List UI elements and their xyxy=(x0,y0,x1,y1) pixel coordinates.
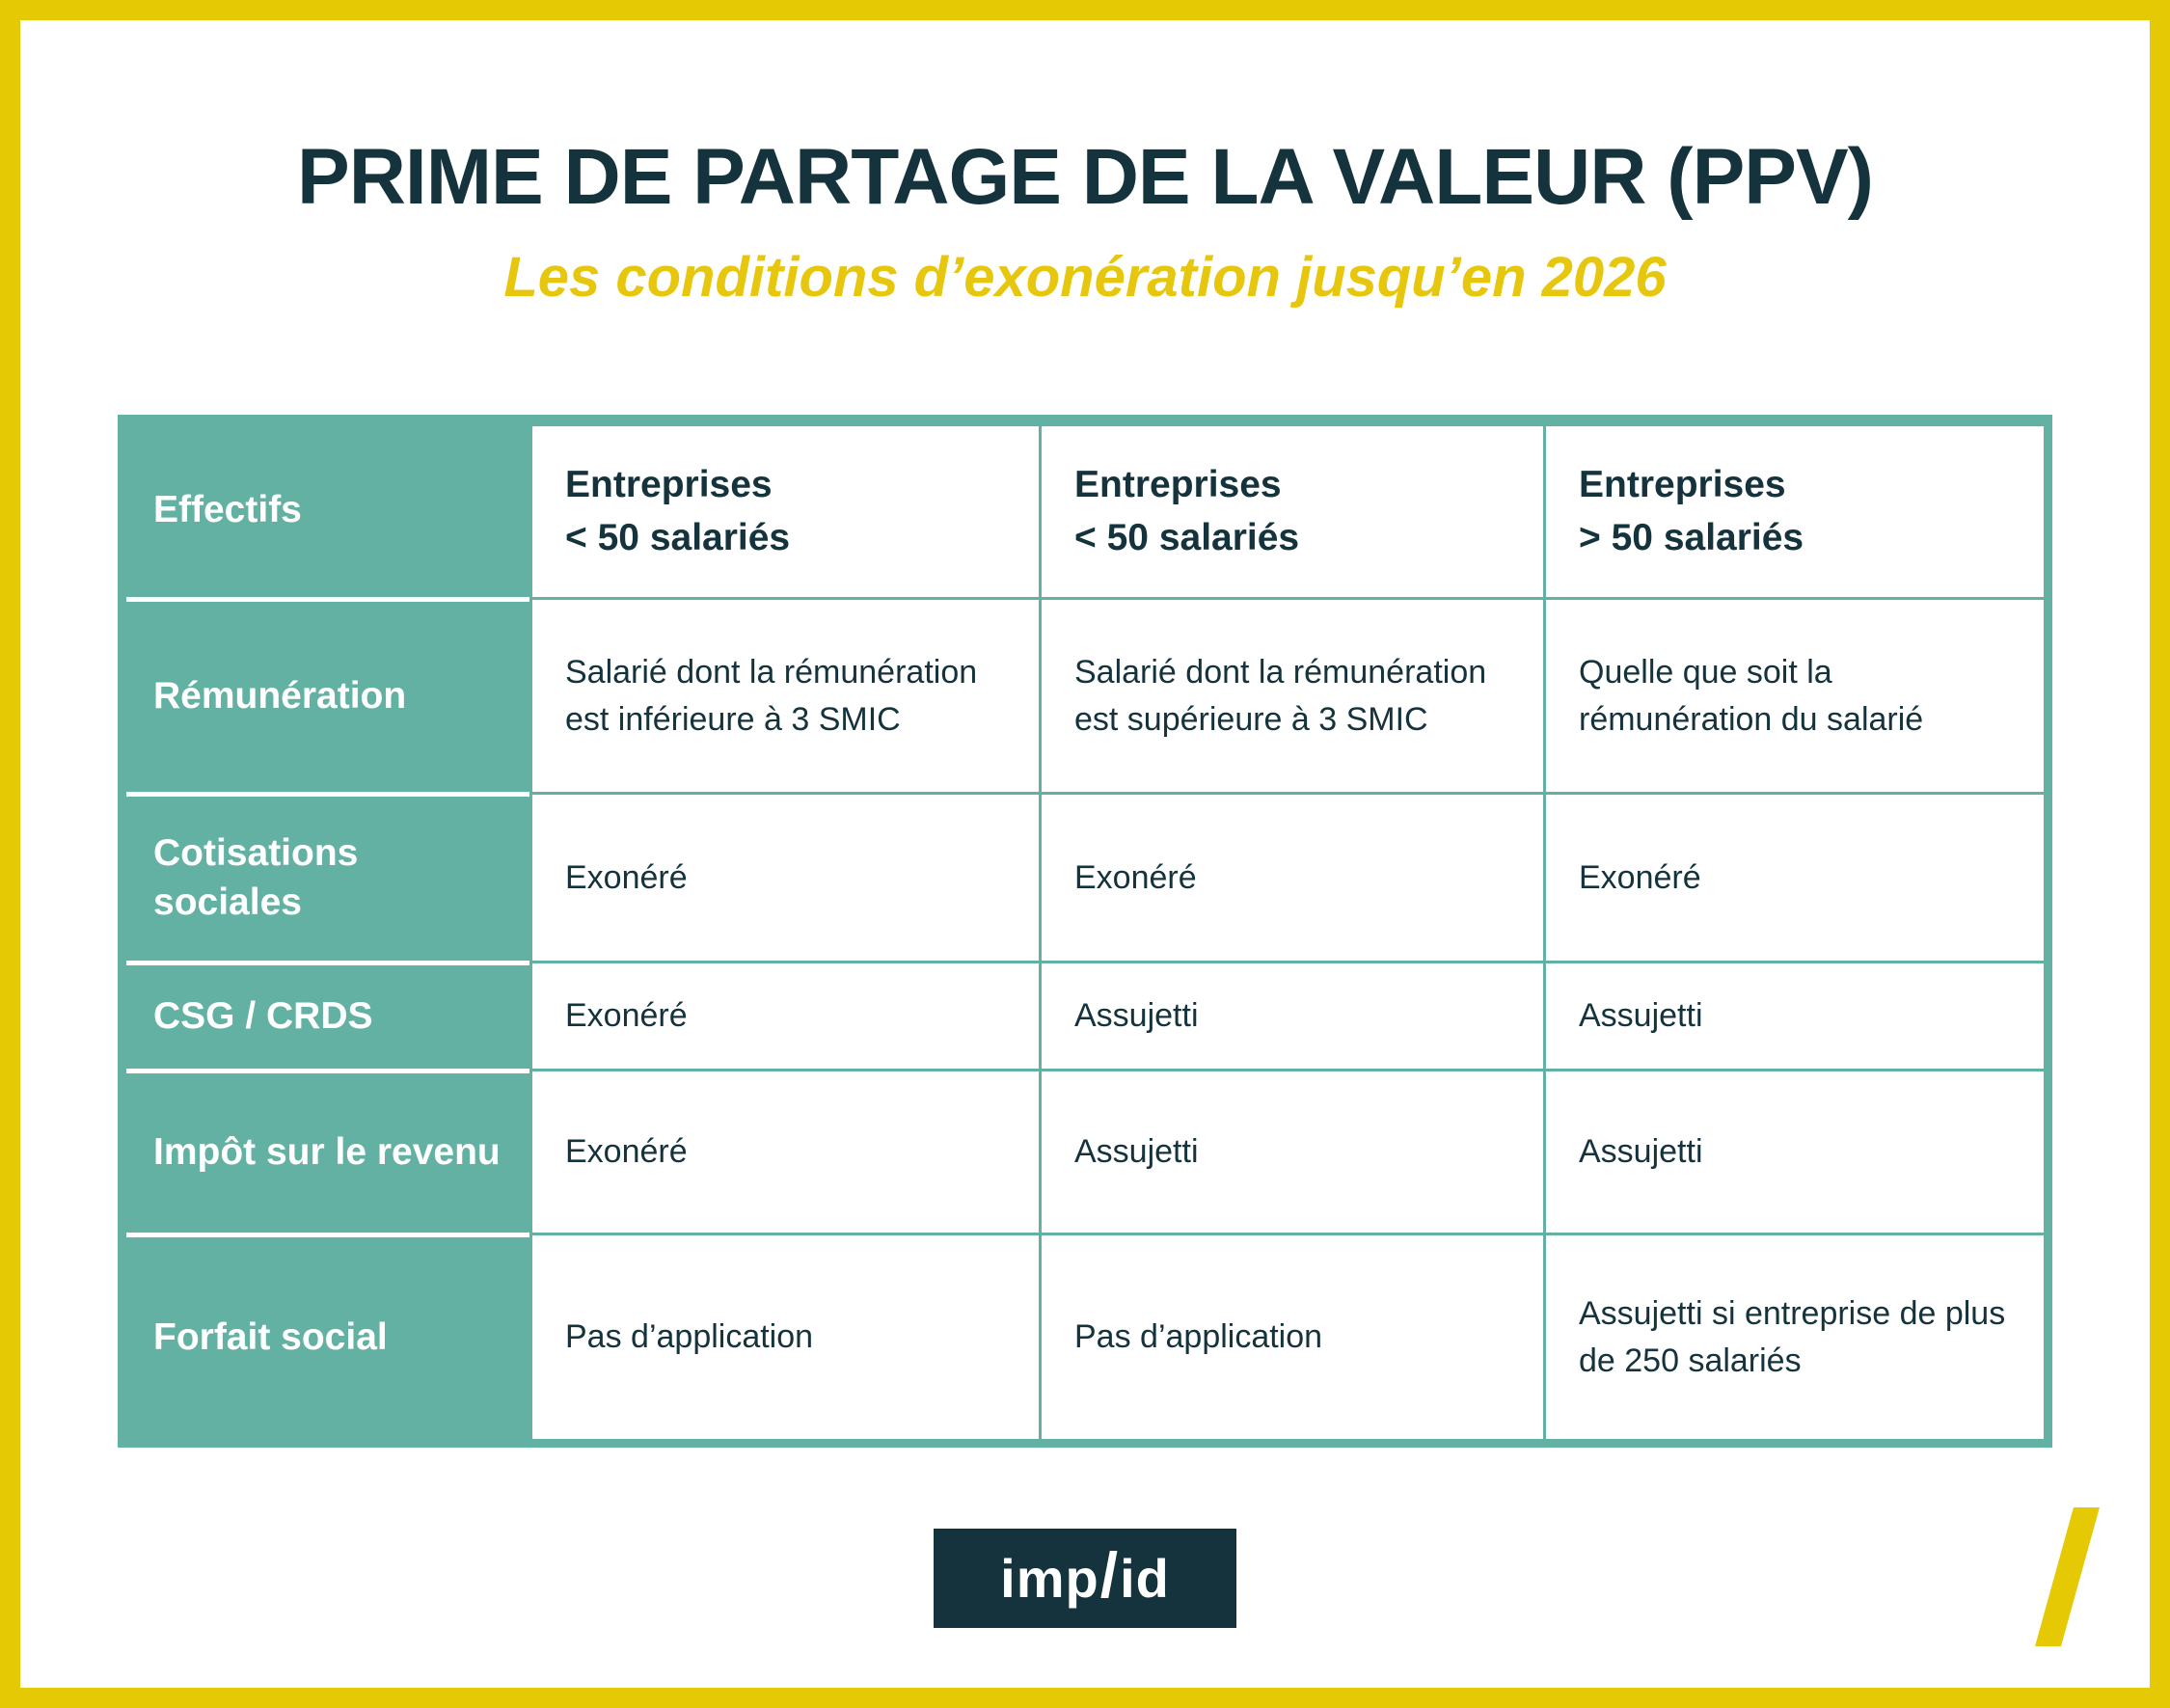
page-title: PRIME DE PARTAGE DE LA VALEUR (PPV) xyxy=(297,133,1874,221)
table-corner-label: Effectifs xyxy=(153,488,302,530)
implid-logo-text-imp: imp xyxy=(1000,1548,1099,1609)
cell-remuneration-col2: Salarié dont la rémunération est supérie… xyxy=(1039,597,1543,792)
implid-logo-text-id: id xyxy=(1120,1548,1170,1609)
cell-csg-col1: Exonéré xyxy=(529,961,1039,1069)
row-label-csg-crds: CSG / CRDS xyxy=(126,961,529,1069)
cell-remuneration-col3: Quelle que soit la rémunération du salar… xyxy=(1543,597,2044,792)
column-header-entreprises-gt50: Entreprises > 50 salariés xyxy=(1543,423,2044,597)
cell-remuneration-col1: Salarié dont la rémunération est inférie… xyxy=(529,597,1039,792)
implid-logo: imp / id xyxy=(934,1529,1236,1628)
cell-csg-col2: Assujetti xyxy=(1039,961,1543,1069)
row-label-forfait-social: Forfait social xyxy=(126,1233,529,1439)
column-header-entreprises-lt50-b: Entreprises < 50 salariés xyxy=(1039,423,1543,597)
header: PRIME DE PARTAGE DE LA VALEUR (PPV) Les … xyxy=(20,133,2150,311)
cell-forfait-col3: Assujetti si entreprise de plus de 250 s… xyxy=(1543,1233,2044,1439)
cell-forfait-col2: Pas d’application xyxy=(1039,1233,1543,1439)
row-label-impot-revenu: Impôt sur le revenu xyxy=(126,1069,529,1233)
row-label-cotisations-sociales: Cotisations sociales xyxy=(126,792,529,961)
implid-logo-slash: / xyxy=(1099,1538,1120,1611)
ppv-conditions-table: Effectifs Entreprises < 50 salariés Entr… xyxy=(118,415,2052,1448)
cell-impot-col2: Assujetti xyxy=(1039,1069,1543,1233)
cell-cotisations-col1: Exonéré xyxy=(529,792,1039,961)
slash-icon xyxy=(2035,1507,2100,1646)
cell-forfait-col1: Pas d’application xyxy=(529,1233,1039,1439)
cell-cotisations-col2: Exonéré xyxy=(1039,792,1543,961)
cell-impot-col1: Exonéré xyxy=(529,1069,1039,1233)
cell-cotisations-col3: Exonéré xyxy=(1543,792,2044,961)
cell-csg-col3: Assujetti xyxy=(1543,961,2044,1069)
row-label-remuneration: Rémunération xyxy=(126,597,529,792)
page-subtitle: Les conditions d’exonération jusqu’en 20… xyxy=(503,246,1667,310)
cell-impot-col3: Assujetti xyxy=(1543,1069,2044,1233)
column-header-entreprises-lt50-a: Entreprises < 50 salariés xyxy=(529,423,1039,597)
